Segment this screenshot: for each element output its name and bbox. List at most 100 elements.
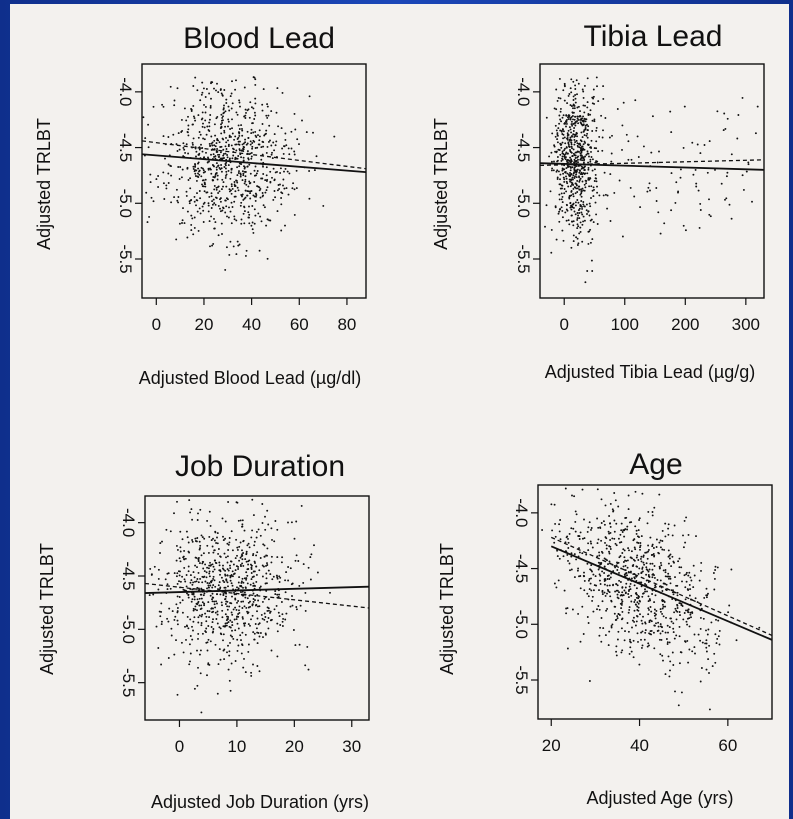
data-point [192,607,195,610]
data-point [224,199,227,202]
data-point [616,615,619,618]
data-point [227,644,229,647]
data-point [622,548,625,551]
data-point [208,616,211,619]
data-point [664,571,667,574]
data-point [582,189,585,192]
data-point [558,523,561,526]
data-point [216,602,218,605]
data-point [173,572,176,575]
data-point [631,557,633,560]
data-point [571,166,574,169]
data-point [261,503,264,505]
data-point [276,593,279,596]
data-point [583,134,586,137]
data-point [233,185,236,187]
data-point [222,564,224,567]
data-point [243,657,245,660]
data-point [313,169,316,172]
data-point [646,645,649,648]
data-point [194,605,197,608]
data-point [572,234,575,237]
data-point [611,134,613,137]
data-point [240,584,243,587]
data-point [198,653,201,656]
data-point [262,141,265,144]
data-point [210,135,213,138]
data-point [590,564,593,567]
data-point [187,596,190,599]
data-point [580,192,583,195]
data-point [589,540,592,543]
data-point [574,94,577,96]
data-point [240,222,243,225]
data-point [293,153,296,156]
data-point [574,101,577,104]
data-point [241,525,244,528]
data-point [212,565,215,568]
data-point [231,613,234,616]
data-point [218,564,221,567]
data-point [610,626,613,629]
data-point [250,155,253,158]
data-point [295,608,298,611]
data-point [659,653,662,656]
data-point [559,107,562,110]
data-point [223,104,225,107]
data-point [216,186,219,189]
data-point [581,136,584,139]
data-point [564,147,566,150]
data-point [190,223,193,226]
data-point [281,147,284,150]
data-point [609,220,612,222]
data-point [291,187,294,190]
data-point [235,618,238,621]
data-point [212,630,215,633]
data-point [670,172,673,175]
data-point [209,245,211,248]
data-point [223,157,225,159]
data-point [243,167,246,170]
data-point [196,537,199,539]
data-point [581,88,584,91]
data-point [197,136,200,139]
data-point [618,556,621,559]
data-point [262,145,265,148]
data-point [561,201,564,204]
data-point [623,529,626,532]
data-point [152,593,155,596]
data-point [576,227,579,230]
data-point [723,112,726,115]
data-point [224,613,227,616]
data-point [210,626,213,628]
data-point [244,178,247,181]
data-point [145,191,148,194]
data-point [572,80,575,83]
data-point [680,566,683,569]
data-point [193,216,196,219]
data-point [575,173,578,176]
data-point [618,179,621,182]
data-point [576,168,579,171]
data-point [235,143,238,146]
data-point [572,174,575,177]
data-point [664,673,667,676]
data-point [644,590,647,593]
data-point [230,107,233,110]
data-point [630,600,633,603]
data-point [688,571,691,574]
data-point [229,210,232,213]
data-point [282,152,285,155]
data-point [561,209,564,212]
data-point [263,612,266,615]
data-point [271,157,274,160]
data-point [579,221,582,224]
data-point [581,213,584,216]
data-point [169,530,172,533]
data-point [609,531,612,534]
data-point [577,82,580,85]
data-point [181,538,184,541]
data-point [685,580,688,583]
data-point [223,586,226,589]
data-point [270,561,273,564]
